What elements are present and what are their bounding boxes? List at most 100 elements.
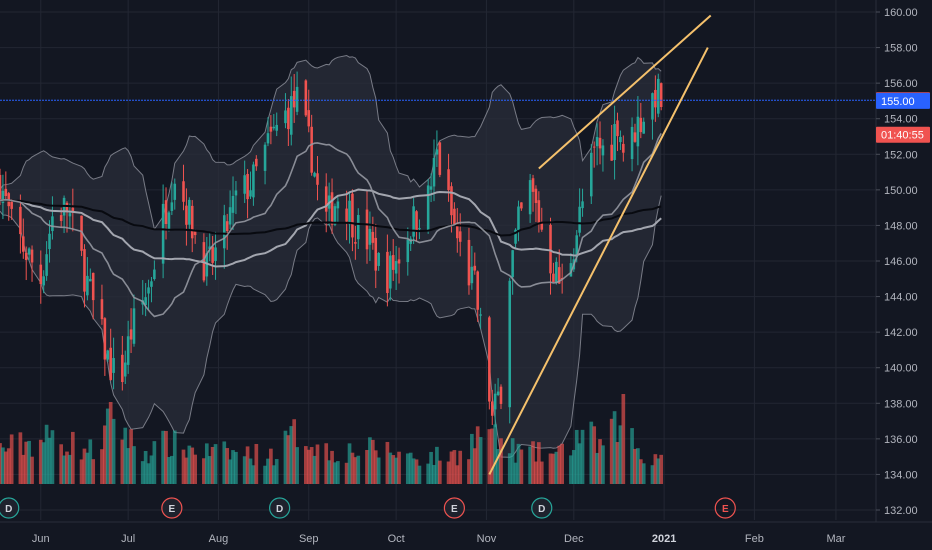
earnings-event-icon[interactable]: E <box>161 497 183 519</box>
volume-bar <box>91 459 96 484</box>
candle-body <box>190 205 194 239</box>
volume-bar <box>437 460 442 484</box>
candle-body <box>356 214 360 240</box>
candle-body <box>161 203 165 264</box>
volume-bar <box>309 447 314 484</box>
candle <box>86 257 89 301</box>
candle <box>190 200 194 253</box>
candle-body <box>590 152 593 197</box>
volume-bar <box>592 426 597 484</box>
candle-body <box>549 224 552 274</box>
candle <box>246 169 249 219</box>
candle <box>112 337 115 390</box>
volume-bar <box>82 448 87 484</box>
candle-body <box>193 231 197 236</box>
candle-body <box>534 188 538 204</box>
candle <box>228 190 232 229</box>
volume-bar <box>548 453 553 484</box>
candle <box>345 190 348 241</box>
candle <box>630 117 634 172</box>
candle <box>368 211 372 261</box>
candle-body <box>467 239 471 286</box>
candle-body <box>103 318 107 360</box>
candle <box>610 124 613 161</box>
event-marker-label: D <box>538 504 545 515</box>
volume-bar <box>44 424 49 484</box>
x-tick-label: Nov <box>477 533 497 545</box>
candle-body <box>182 181 185 202</box>
candle <box>24 246 28 281</box>
candle <box>473 252 477 275</box>
volume-bar <box>143 450 148 484</box>
volume-bar <box>516 443 521 484</box>
candle <box>269 115 273 145</box>
price-axis[interactable] <box>876 0 932 550</box>
candle-body <box>517 206 520 231</box>
candle-body <box>552 273 555 283</box>
earnings-event-icon[interactable]: E <box>714 497 736 519</box>
event-marker-circle <box>443 497 465 519</box>
volume-bar <box>3 451 8 484</box>
y-tick-label: 160.00 <box>884 7 918 19</box>
volume-bar <box>172 430 177 484</box>
candle-body <box>368 228 372 245</box>
volume-bar <box>263 465 267 484</box>
price-tag: 01:40:55 <box>876 126 930 143</box>
volume-bar <box>426 463 431 484</box>
candle-body <box>447 169 450 191</box>
candle <box>470 245 474 290</box>
candle <box>91 272 95 320</box>
price-tag-bg <box>876 92 930 109</box>
trendline-2[interactable] <box>488 47 709 475</box>
volume-bar <box>580 429 585 484</box>
candle-body <box>86 275 89 296</box>
candle <box>426 178 430 234</box>
volume-bar <box>510 438 515 484</box>
time-axis[interactable] <box>0 522 932 550</box>
volume-bar <box>245 446 250 484</box>
volume-bar <box>350 452 355 484</box>
volume-bar <box>571 450 576 484</box>
candle-body <box>371 231 375 243</box>
candle-body <box>284 110 287 124</box>
candle <box>164 187 168 240</box>
candle <box>150 276 153 303</box>
candle <box>520 202 523 211</box>
volume-bar <box>190 447 195 484</box>
volume-bar <box>574 429 579 484</box>
volume-bar <box>254 443 259 484</box>
volume-bar <box>304 446 308 484</box>
candle-body <box>48 233 51 250</box>
candle-body <box>654 89 657 108</box>
candle <box>284 93 287 129</box>
candle <box>639 102 643 139</box>
volume-bar <box>315 444 320 484</box>
earnings-event-icon[interactable]: E <box>443 497 465 519</box>
volume-bar <box>324 443 329 484</box>
candle <box>633 123 637 143</box>
candle-body <box>619 136 622 143</box>
dividend-event-icon[interactable]: D <box>0 497 20 519</box>
candle-body <box>106 350 110 360</box>
candle <box>435 130 439 167</box>
volume-bar <box>248 458 253 484</box>
candle-body <box>578 206 581 233</box>
y-tick-label: 148.00 <box>884 220 918 232</box>
trendline-1[interactable] <box>538 14 712 170</box>
volume-bar <box>204 443 209 484</box>
volume-bar <box>388 452 393 484</box>
candle-body <box>651 93 654 120</box>
candle <box>348 192 351 244</box>
volume-bar <box>446 461 451 484</box>
candle <box>123 350 127 385</box>
volume-bar <box>207 456 212 484</box>
volume-bar <box>120 439 125 484</box>
candle-body <box>406 239 410 263</box>
y-tick-label: 152.00 <box>884 149 918 161</box>
y-tick-label: 140.00 <box>884 363 918 375</box>
candle <box>508 277 512 424</box>
dividend-event-icon[interactable]: D <box>531 497 553 519</box>
dividend-event-icon[interactable]: D <box>269 497 291 519</box>
